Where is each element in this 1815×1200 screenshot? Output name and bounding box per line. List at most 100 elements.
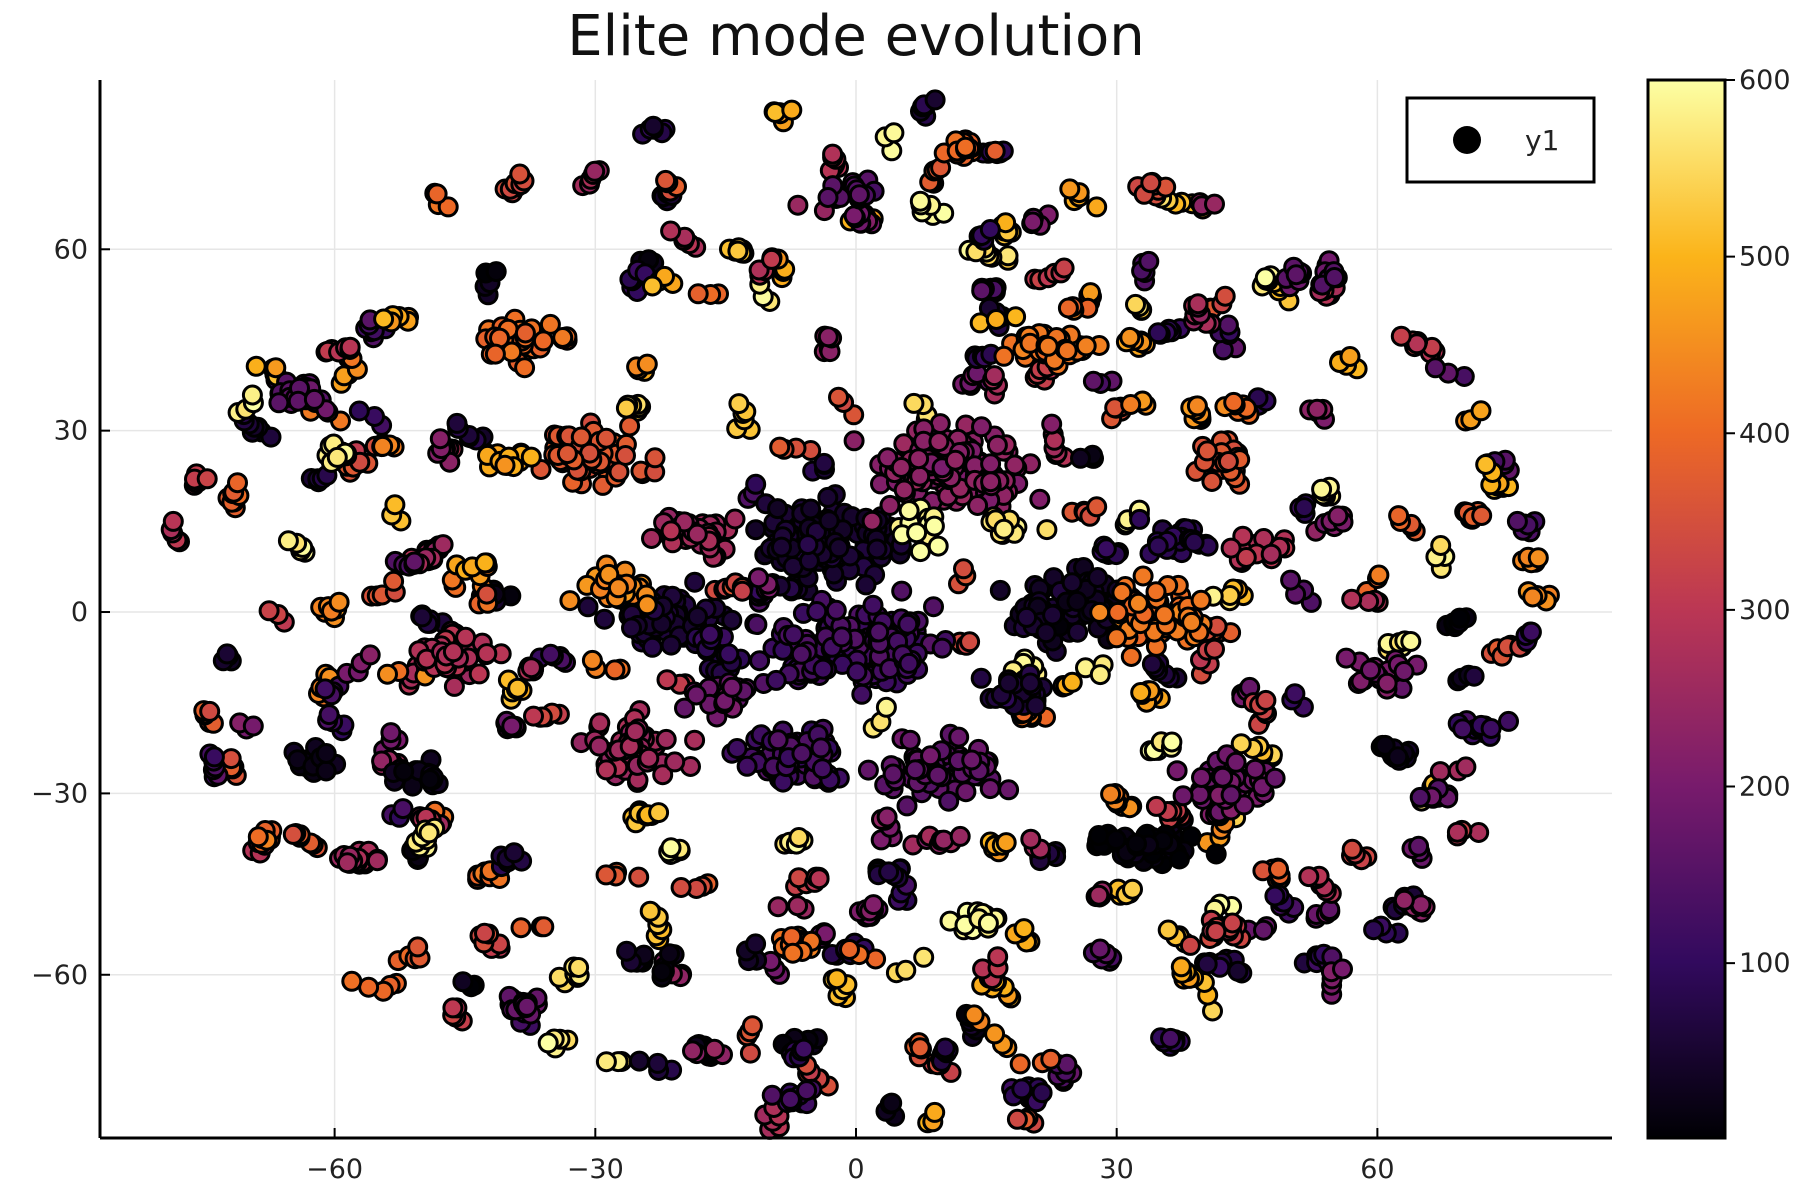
data-point: [826, 968, 848, 990]
data-point: [227, 472, 248, 494]
data-point: [628, 1050, 650, 1072]
data-point: [843, 430, 865, 452]
data-point: [664, 751, 686, 773]
data-point: [162, 510, 184, 532]
data-point: [797, 534, 819, 556]
data-point: [863, 894, 884, 916]
data-point: [341, 970, 363, 992]
data-point: [377, 663, 398, 685]
data-point: [641, 636, 663, 658]
data-point: [1196, 440, 1218, 462]
data-point: [813, 452, 835, 474]
data-point: [875, 696, 897, 718]
data-point: [782, 942, 804, 964]
data-point: [242, 715, 264, 737]
data-point: [1157, 919, 1179, 941]
data-point: [718, 643, 740, 665]
data-point: [828, 386, 849, 408]
data-point: [987, 946, 1009, 968]
data-point: [1363, 919, 1385, 941]
data-point: [303, 388, 325, 410]
data-point: [817, 187, 839, 208]
colorbar-tick-label: 600: [1739, 65, 1791, 96]
data-point: [372, 435, 394, 457]
data-point: [736, 755, 758, 777]
data-point: [1037, 335, 1059, 357]
data-point: [1140, 172, 1162, 194]
data-point: [993, 345, 1015, 367]
data-point: [727, 240, 749, 262]
data-point: [861, 510, 883, 532]
data-point: [1253, 919, 1274, 941]
data-point: [616, 940, 638, 962]
data-point: [615, 445, 636, 466]
data-point: [971, 416, 992, 438]
data-point: [790, 643, 812, 665]
data-point: [442, 641, 464, 663]
data-point: [1170, 956, 1192, 978]
data-point: [1223, 391, 1245, 413]
data-point: [348, 400, 370, 422]
data-point: [1053, 257, 1075, 279]
data-point: [682, 1040, 703, 1062]
data-point: [1219, 585, 1241, 606]
data-point: [326, 446, 348, 468]
data-point: [1410, 894, 1432, 916]
data-point: [655, 169, 677, 191]
data-point: [1075, 335, 1097, 357]
data-point: [843, 205, 865, 227]
data-point: [619, 415, 641, 437]
data-point: [476, 583, 498, 605]
data-point: [1339, 346, 1361, 367]
data-point: [739, 1042, 761, 1064]
data-point: [407, 936, 429, 958]
data-point: [1070, 447, 1091, 469]
data-point: [380, 722, 402, 744]
data-point: [891, 580, 913, 602]
data-point: [1212, 766, 1234, 788]
data-point: [793, 1038, 815, 1060]
data-point: [1025, 695, 1047, 717]
data-point: [949, 825, 971, 847]
data-point: [315, 743, 337, 764]
data-point: [1138, 250, 1160, 272]
data-point: [1368, 564, 1390, 586]
data-point: [1042, 604, 1064, 626]
data-point: [648, 802, 670, 824]
data-point: [1013, 918, 1035, 940]
data-point: [533, 916, 555, 938]
data-point: [568, 957, 590, 978]
data-point: [1187, 293, 1209, 315]
data-point: [393, 760, 415, 782]
data-point: [595, 427, 617, 449]
data-point: [1324, 267, 1345, 288]
data-point: [1186, 395, 1208, 417]
data-point: [967, 495, 989, 516]
data-point: [787, 194, 809, 216]
data-point: [660, 520, 682, 542]
data-point: [881, 1092, 903, 1114]
data-point: [1335, 647, 1357, 669]
data-point: [336, 852, 358, 874]
data-point: [980, 471, 1002, 493]
data-point: [897, 613, 919, 635]
data-point: [593, 608, 615, 630]
data-point: [998, 779, 1020, 801]
data-point: [1390, 325, 1412, 347]
data-point: [1082, 370, 1104, 392]
data-point: [1088, 884, 1110, 906]
data-point: [1204, 193, 1225, 215]
data-point: [1217, 451, 1239, 472]
data-point: [1235, 547, 1257, 568]
data-point: [1005, 306, 1027, 328]
data-point: [1285, 264, 1307, 286]
data-point: [971, 280, 993, 302]
data-point: [791, 743, 813, 764]
data-point: [767, 498, 789, 520]
legend-label: y1: [1525, 124, 1559, 157]
data-point: [514, 357, 536, 379]
data-point: [1120, 646, 1142, 667]
data-point: [1006, 1108, 1028, 1130]
data-point: [980, 453, 1002, 475]
data-point: [928, 431, 950, 453]
